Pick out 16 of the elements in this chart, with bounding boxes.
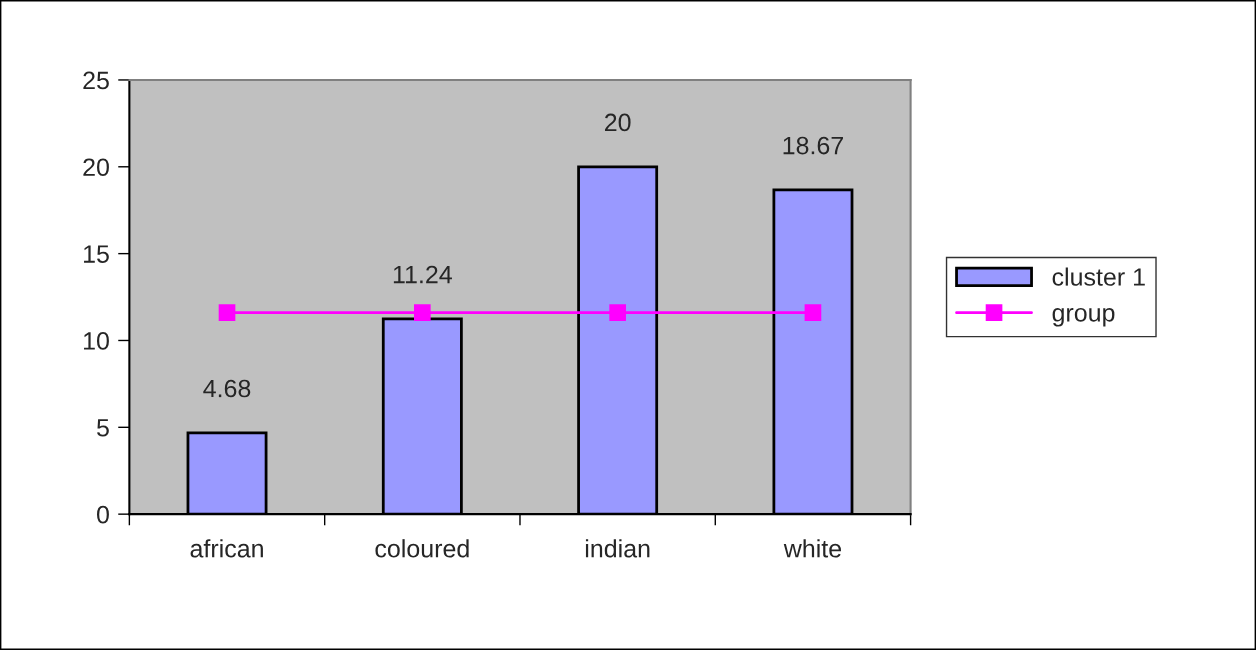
x-tick-label: african [190, 539, 263, 558]
legend-label: cluster 1 [1052, 267, 1145, 286]
x-tick-label: white [783, 539, 842, 558]
y-tick-label: 20 [83, 158, 109, 177]
data-label: 4.68 [203, 379, 251, 398]
data-label: 11.24 [393, 265, 452, 284]
x-tick-label: coloured [375, 539, 469, 558]
y-tick-label: 25 [83, 71, 109, 90]
y-tick-label: 0 [97, 505, 109, 524]
x-tick-label: indian [585, 539, 650, 558]
y-tick-label: 10 [84, 332, 109, 350]
y-tick-label: 15 [84, 245, 109, 263]
data-label: 20 [604, 113, 631, 132]
legend-label: group [1052, 307, 1115, 327]
y-tick-label: 5 [97, 419, 109, 437]
data-label: 18.67 [783, 136, 843, 155]
